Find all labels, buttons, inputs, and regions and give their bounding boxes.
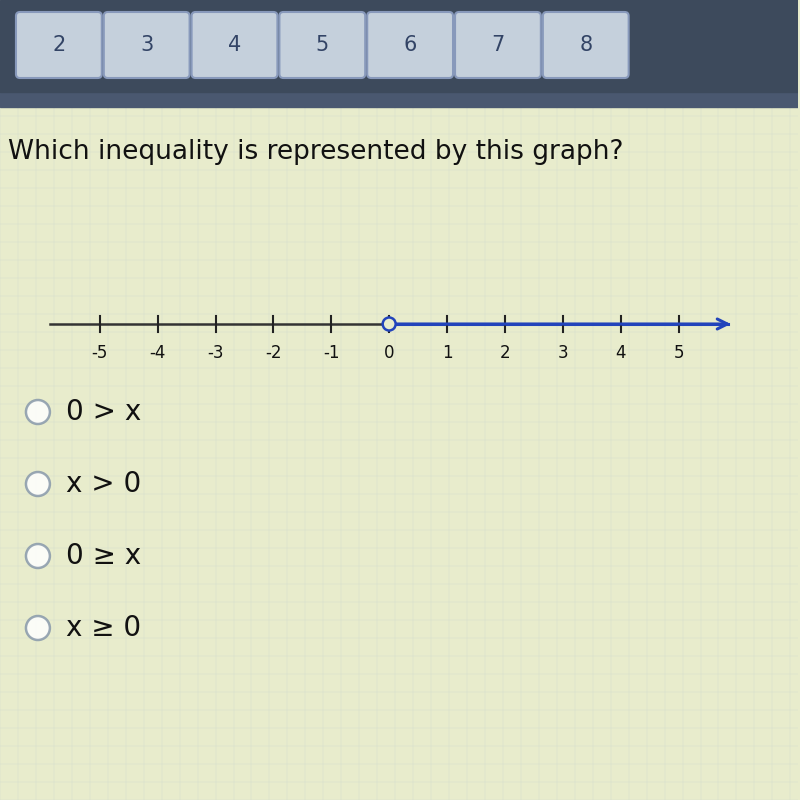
Text: -2: -2 bbox=[265, 344, 282, 362]
Text: x > 0: x > 0 bbox=[66, 470, 141, 498]
Text: Which inequality is represented by this graph?: Which inequality is represented by this … bbox=[8, 139, 623, 165]
Bar bbox=[0, 92, 798, 107]
FancyBboxPatch shape bbox=[367, 12, 453, 78]
FancyBboxPatch shape bbox=[16, 12, 102, 78]
Text: x ≥ 0: x ≥ 0 bbox=[66, 614, 141, 642]
Circle shape bbox=[26, 616, 50, 640]
Text: 8: 8 bbox=[579, 35, 592, 55]
Text: 3: 3 bbox=[558, 344, 568, 362]
Text: 4: 4 bbox=[615, 344, 626, 362]
Circle shape bbox=[26, 472, 50, 496]
Text: -5: -5 bbox=[91, 344, 108, 362]
Text: 5: 5 bbox=[674, 344, 684, 362]
Text: 0 > x: 0 > x bbox=[66, 398, 141, 426]
Circle shape bbox=[26, 400, 50, 424]
Text: 0 ≥ x: 0 ≥ x bbox=[66, 542, 141, 570]
Text: 5: 5 bbox=[316, 35, 329, 55]
FancyBboxPatch shape bbox=[455, 12, 541, 78]
FancyBboxPatch shape bbox=[279, 12, 366, 78]
Text: 4: 4 bbox=[228, 35, 241, 55]
Bar bbox=[0, 0, 798, 92]
FancyBboxPatch shape bbox=[104, 12, 190, 78]
FancyBboxPatch shape bbox=[543, 12, 629, 78]
Circle shape bbox=[382, 318, 396, 330]
Text: 1: 1 bbox=[442, 344, 452, 362]
Text: 2: 2 bbox=[500, 344, 510, 362]
Text: 2: 2 bbox=[52, 35, 66, 55]
Text: 3: 3 bbox=[140, 35, 154, 55]
Text: -3: -3 bbox=[207, 344, 224, 362]
Circle shape bbox=[26, 544, 50, 568]
Text: 7: 7 bbox=[491, 35, 505, 55]
Text: -1: -1 bbox=[323, 344, 339, 362]
Text: 6: 6 bbox=[403, 35, 417, 55]
Text: -4: -4 bbox=[150, 344, 166, 362]
FancyBboxPatch shape bbox=[191, 12, 278, 78]
Text: 0: 0 bbox=[384, 344, 394, 362]
